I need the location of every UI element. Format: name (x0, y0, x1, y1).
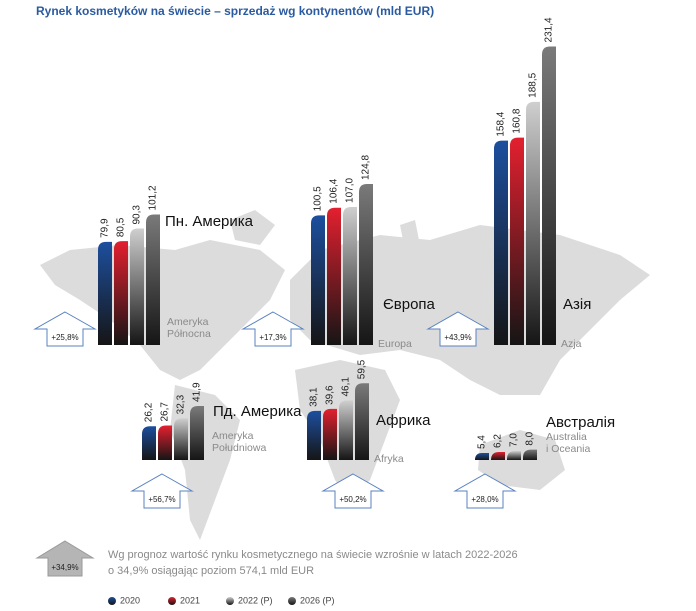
overlay-label: Пд. Америка (213, 403, 302, 420)
legend-marker (108, 597, 116, 605)
overlay-label: Австралія (546, 414, 615, 431)
growth-arrow (321, 473, 385, 509)
bar (491, 452, 505, 460)
growth-label: +43,9% (444, 333, 471, 342)
growth-arrow (426, 311, 490, 347)
bar (510, 137, 524, 345)
bar (323, 408, 337, 460)
bar (359, 184, 373, 345)
value-label: 90,3 (132, 205, 143, 225)
legend-marker (288, 597, 296, 605)
legend-label: 2021 (180, 595, 200, 605)
growth-arrow (33, 311, 97, 347)
region-label: Australia i Oceania (546, 431, 591, 455)
bar (130, 228, 144, 345)
bar (307, 410, 321, 460)
bar (146, 214, 160, 345)
value-label: 124,8 (361, 155, 372, 180)
value-label: 8,0 (525, 431, 536, 445)
legend-label: 2022 (P) (238, 595, 273, 605)
bar (142, 426, 156, 460)
growth-label: +25,8% (51, 333, 78, 342)
value-label: 41,9 (192, 382, 203, 402)
bar (327, 207, 341, 345)
growth-arrow (130, 473, 194, 509)
overlay-label: Азія (563, 296, 591, 313)
overlay-label: Африка (376, 412, 431, 429)
value-label: 7,0 (509, 433, 520, 447)
value-label: 59,5 (357, 359, 368, 379)
value-label: 80,5 (116, 217, 127, 237)
region-label: Europa (378, 338, 412, 350)
value-label: 39,6 (325, 385, 336, 405)
bar (311, 215, 325, 345)
bar (494, 140, 508, 345)
note-line: o 34,9% osiągając poziom 574,1 mld EUR (108, 565, 314, 577)
bar (190, 405, 204, 460)
value-label: 26,2 (144, 402, 155, 422)
bar (526, 101, 540, 346)
value-label: 188,5 (528, 72, 539, 97)
value-label: 5,4 (477, 435, 488, 449)
bar (507, 450, 521, 460)
region-label: Ameryka Południowa (212, 430, 266, 454)
value-label: 46,1 (341, 377, 352, 397)
region-label: Ameryka Północna (167, 316, 211, 340)
bar (98, 241, 112, 345)
value-label: 79,9 (100, 218, 111, 238)
value-label: 231,4 (544, 17, 555, 42)
bar (158, 425, 172, 460)
legend-label: 2026 (P) (300, 595, 335, 605)
growth-label: +56,7% (148, 495, 175, 504)
bar (355, 383, 369, 460)
growth-label: +28,0% (471, 495, 498, 504)
total-arrow: +34,9% (35, 540, 95, 577)
bar (475, 453, 489, 460)
value-label: 158,4 (496, 111, 507, 136)
arrow-shape (35, 540, 95, 577)
bar (114, 241, 128, 345)
value-label: 26,7 (160, 402, 171, 422)
bar (174, 418, 188, 460)
growth-label: +17,3% (259, 333, 286, 342)
region-label: Azja (561, 338, 582, 350)
value-label: 38,1 (309, 387, 320, 407)
growth-arrow (241, 311, 305, 347)
legend-marker (226, 597, 234, 605)
region-label: Afryka (374, 453, 404, 465)
value-label: 32,3 (176, 394, 187, 414)
value-label: 106,4 (329, 178, 340, 203)
bar (523, 449, 537, 460)
value-label: 100,5 (313, 186, 324, 211)
bar (542, 46, 556, 346)
legend-label: 2020 (120, 595, 140, 605)
total-growth: +34,9% (51, 563, 78, 572)
growth-arrow (453, 473, 517, 509)
value-label: 101,2 (148, 185, 159, 210)
legend-marker (168, 597, 176, 605)
value-label: 160,8 (512, 108, 523, 133)
overlay-label: Європа (383, 296, 436, 313)
value-label: 107,0 (345, 178, 356, 203)
bar (339, 400, 353, 460)
value-label: 6,2 (493, 434, 504, 448)
note-line: Wg prognoz wartość rynku kosmetycznego n… (108, 549, 518, 561)
bar (343, 206, 357, 345)
growth-label: +50,2% (339, 495, 366, 504)
overlay-label: Пн. Америка (165, 213, 254, 230)
chart-title: Rynek kosmetyków na świecie – sprzedaż w… (36, 4, 434, 18)
